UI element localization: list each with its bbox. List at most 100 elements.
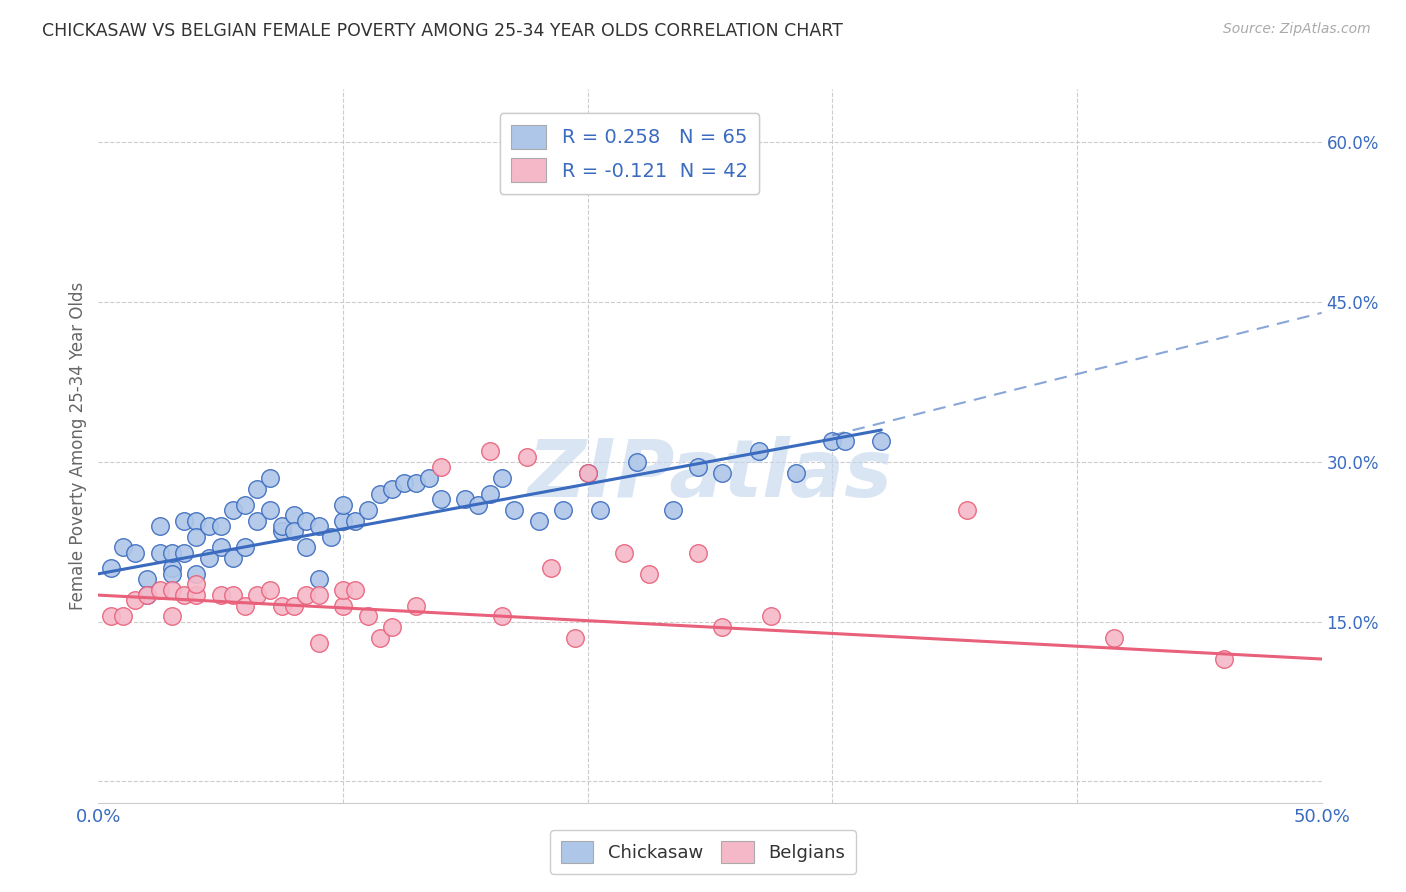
- Point: [686, 460, 709, 475]
- Point: [418, 471, 440, 485]
- Point: [124, 593, 146, 607]
- Point: [283, 599, 305, 613]
- Point: [761, 609, 783, 624]
- Y-axis label: Female Poverty Among 25-34 Year Olds: Female Poverty Among 25-34 Year Olds: [69, 282, 87, 610]
- Point: [308, 572, 330, 586]
- Point: [356, 609, 378, 624]
- Point: [626, 455, 648, 469]
- Text: CHICKASAW VS BELGIAN FEMALE POVERTY AMONG 25-34 YEAR OLDS CORRELATION CHART: CHICKASAW VS BELGIAN FEMALE POVERTY AMON…: [42, 22, 844, 40]
- Point: [515, 450, 537, 464]
- Point: [283, 524, 305, 539]
- Point: [478, 444, 501, 458]
- Point: [821, 434, 844, 448]
- Point: [259, 503, 281, 517]
- Point: [748, 444, 770, 458]
- Point: [246, 588, 269, 602]
- Point: [540, 561, 562, 575]
- Point: [478, 487, 501, 501]
- Point: [160, 609, 183, 624]
- Legend: Chickasaw, Belgians: Chickasaw, Belgians: [550, 830, 856, 874]
- Point: [368, 631, 391, 645]
- Point: [186, 577, 208, 591]
- Point: [209, 519, 232, 533]
- Point: [576, 466, 599, 480]
- Point: [785, 466, 807, 480]
- Point: [564, 631, 586, 645]
- Point: [100, 561, 122, 575]
- Point: [136, 588, 159, 602]
- Point: [186, 514, 208, 528]
- Point: [186, 529, 208, 543]
- Point: [870, 434, 893, 448]
- Point: [381, 620, 404, 634]
- Point: [111, 609, 134, 624]
- Point: [233, 599, 256, 613]
- Point: [149, 582, 172, 597]
- Point: [259, 471, 281, 485]
- Point: [956, 503, 979, 517]
- Point: [283, 508, 305, 523]
- Point: [173, 588, 195, 602]
- Point: [173, 514, 195, 528]
- Point: [100, 609, 122, 624]
- Point: [186, 588, 208, 602]
- Point: [527, 514, 550, 528]
- Point: [662, 503, 685, 517]
- Point: [111, 540, 134, 554]
- Point: [160, 566, 183, 581]
- Point: [246, 482, 269, 496]
- Text: Source: ZipAtlas.com: Source: ZipAtlas.com: [1223, 22, 1371, 37]
- Point: [344, 582, 367, 597]
- Point: [381, 482, 404, 496]
- Point: [124, 545, 146, 559]
- Point: [332, 498, 354, 512]
- Point: [160, 545, 183, 559]
- Legend: R = 0.258   N = 65, R = -0.121  N = 42: R = 0.258 N = 65, R = -0.121 N = 42: [499, 113, 759, 194]
- Point: [209, 588, 232, 602]
- Point: [222, 550, 245, 565]
- Point: [430, 492, 453, 507]
- Point: [467, 498, 489, 512]
- Point: [344, 514, 367, 528]
- Point: [1102, 631, 1125, 645]
- Point: [491, 471, 513, 485]
- Point: [332, 582, 354, 597]
- Point: [209, 540, 232, 554]
- Point: [270, 524, 294, 539]
- Point: [711, 620, 734, 634]
- Point: [405, 599, 427, 613]
- Point: [160, 582, 183, 597]
- Point: [233, 498, 256, 512]
- Point: [308, 636, 330, 650]
- Point: [295, 514, 318, 528]
- Point: [186, 566, 208, 581]
- Point: [319, 529, 342, 543]
- Point: [222, 588, 245, 602]
- Point: [270, 599, 294, 613]
- Point: [136, 572, 159, 586]
- Point: [270, 519, 294, 533]
- Point: [295, 588, 318, 602]
- Point: [149, 545, 172, 559]
- Point: [222, 503, 245, 517]
- Point: [173, 545, 195, 559]
- Point: [686, 545, 709, 559]
- Point: [638, 566, 661, 581]
- Point: [259, 582, 281, 597]
- Point: [308, 519, 330, 533]
- Point: [613, 545, 636, 559]
- Point: [295, 540, 318, 554]
- Point: [149, 519, 172, 533]
- Point: [197, 550, 219, 565]
- Point: [308, 588, 330, 602]
- Point: [197, 519, 219, 533]
- Point: [491, 609, 513, 624]
- Point: [430, 460, 453, 475]
- Text: ZIPatlas: ZIPatlas: [527, 435, 893, 514]
- Point: [1212, 652, 1234, 666]
- Point: [834, 434, 856, 448]
- Point: [332, 514, 354, 528]
- Point: [332, 599, 354, 613]
- Point: [454, 492, 477, 507]
- Point: [246, 514, 269, 528]
